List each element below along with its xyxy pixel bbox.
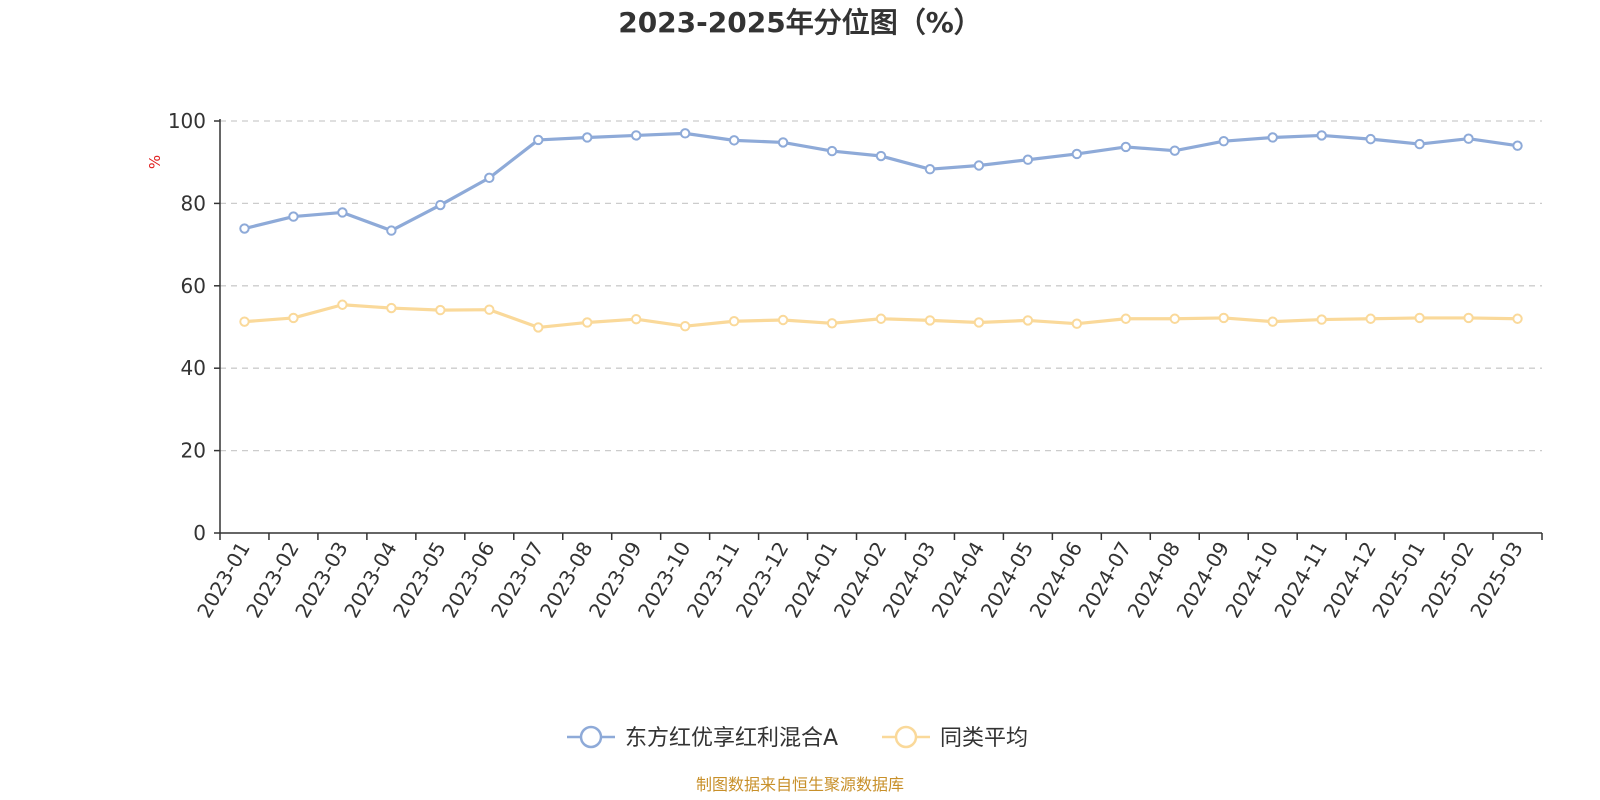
legend-marker-2: [894, 725, 918, 749]
series-1-point-2023-02: [288, 211, 299, 222]
series-2-point-2024-09: [1218, 312, 1229, 324]
series-1-point-2023-04: [386, 225, 397, 236]
series-2-point-2023-02: [288, 312, 299, 324]
series-1-point-2023-11: [728, 135, 740, 146]
series-2-point-2025-03: [1512, 313, 1523, 324]
series-1-point-2024-09: [1218, 135, 1229, 147]
x-axis-ticks: 2023-012023-022023-032023-042023-052023-…: [192, 533, 1543, 622]
series-1-point-2023-07: [533, 134, 544, 146]
legend-label-1: 东方红优享红利混合A: [625, 726, 838, 751]
series-1-point-2024-05: [1022, 154, 1034, 165]
series-2-point-2023-07: [533, 322, 544, 333]
series-1-point-2024-04: [973, 160, 985, 171]
series-1-point-2023-12: [777, 137, 789, 148]
series-1-point-2024-03: [924, 164, 936, 175]
series-2-point-2024-11: [1316, 314, 1327, 325]
series-2-point-2025-02: [1463, 312, 1474, 324]
series-2-point-2023-04: [386, 302, 397, 314]
series-2-point-2024-02: [875, 313, 887, 324]
series-1-point-2024-10: [1267, 132, 1278, 143]
series-2-point-2023-10: [679, 320, 691, 332]
series-1-point-2024-06: [1071, 148, 1083, 160]
series-1-point-2023-03: [337, 207, 348, 218]
series-2-point-2023-03: [337, 299, 348, 310]
series-2-point-2024-06: [1071, 318, 1083, 329]
series-2-point-2024-10: [1267, 316, 1278, 327]
series-2-point-2023-06: [484, 304, 495, 315]
series-1-point-2024-07: [1120, 141, 1132, 153]
series-1-point-2023-01: [239, 223, 250, 234]
series-2-point-2024-08: [1169, 313, 1180, 324]
series-1-point-2025-02: [1463, 133, 1474, 144]
series-1-point-2023-08: [582, 132, 593, 143]
series-2-point-2024-01: [826, 318, 838, 329]
series-2-point-2024-07: [1120, 313, 1132, 324]
series-1-point-2023-05: [435, 199, 446, 211]
gridlines: [220, 120, 1542, 452]
series-1-point-2023-09: [630, 130, 642, 141]
series-1-point-2024-02: [875, 150, 887, 162]
legend: 东方红优享红利混合A 同类平均: [567, 725, 1028, 751]
series-layer: [239, 128, 1523, 333]
data-source-note: 制图数据来自恒生聚源数据库: [696, 775, 904, 794]
series-2-point-2024-05: [1022, 315, 1034, 326]
series-1-point-2023-10: [679, 128, 691, 139]
y-tick-label-40: 40: [181, 356, 206, 380]
series-1-point-2024-12: [1365, 133, 1376, 145]
series-1-point-2025-03: [1512, 140, 1523, 151]
y-tick-label-20: 20: [181, 439, 206, 463]
series-1-point-2023-06: [484, 172, 495, 184]
y-tick-label-80: 80: [181, 191, 206, 215]
series-2-point-2025-01: [1414, 312, 1425, 324]
series-2-point-2023-08: [582, 317, 593, 328]
series-line-1: [242, 131, 1520, 233]
series-2-point-2023-12: [777, 314, 789, 326]
series-2-point-2023-09: [630, 313, 642, 325]
y-axis-ticks: 0 20 40 60 80 100: [168, 109, 220, 545]
series-1-point-2024-11: [1316, 130, 1327, 141]
series-2-point-2024-04: [973, 317, 985, 328]
series-2-point-2024-12: [1365, 313, 1376, 324]
series-1-point-2025-01: [1414, 138, 1425, 150]
legend-label-2: 同类平均: [940, 726, 1028, 751]
y-tick-label-0: 0: [193, 521, 206, 545]
legend-marker-1: [579, 725, 603, 749]
series-1-point-2024-01: [826, 145, 838, 157]
chart-title: 2023-2025年分位图（%）: [618, 6, 982, 39]
series-2-point-2023-01: [239, 316, 250, 327]
axes: [219, 119, 1542, 534]
series-2-point-2023-11: [728, 316, 740, 327]
y-axis-unit-label: %: [146, 155, 164, 169]
series-2-point-2024-03: [924, 315, 936, 326]
y-tick-label-100: 100: [168, 109, 206, 133]
series-1-point-2024-08: [1169, 145, 1180, 156]
y-tick-label-60: 60: [181, 274, 206, 298]
series-2-point-2023-05: [435, 304, 446, 316]
